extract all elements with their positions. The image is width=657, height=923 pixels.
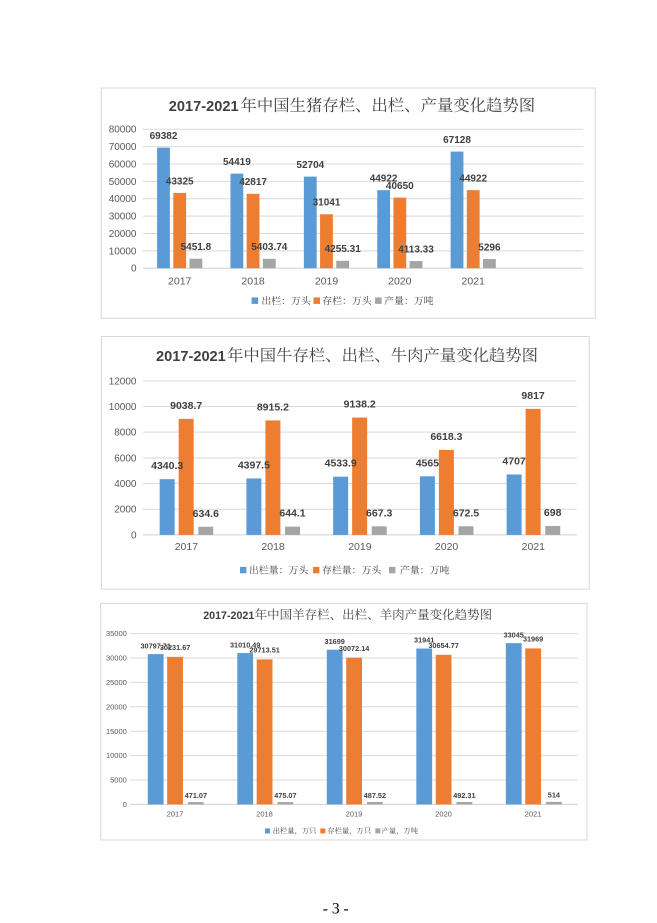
- svg-text:2018: 2018: [241, 276, 265, 288]
- svg-text:2019: 2019: [346, 810, 363, 819]
- svg-text:20000: 20000: [106, 702, 127, 711]
- svg-text:492.31: 492.31: [453, 791, 475, 800]
- svg-text:5296: 5296: [478, 242, 501, 253]
- svg-text:30072.14: 30072.14: [339, 644, 370, 653]
- svg-text:2021: 2021: [525, 810, 542, 819]
- svg-text:0: 0: [131, 530, 137, 541]
- svg-text:80000: 80000: [109, 125, 137, 136]
- svg-text:2017-2021: 2017-2021: [203, 610, 254, 622]
- svg-text:20000: 20000: [109, 229, 137, 240]
- svg-text:15000: 15000: [106, 727, 127, 736]
- svg-text:10000: 10000: [106, 751, 127, 760]
- svg-text:4113.33: 4113.33: [398, 245, 434, 256]
- svg-text:2019: 2019: [315, 276, 339, 288]
- svg-text:487.52: 487.52: [364, 791, 386, 800]
- svg-text:475.07: 475.07: [274, 791, 296, 800]
- svg-text:29713.51: 29713.51: [249, 646, 279, 655]
- svg-text:6000: 6000: [114, 453, 137, 464]
- svg-text:9817: 9817: [521, 390, 545, 402]
- svg-text:4565: 4565: [416, 457, 440, 469]
- svg-text:514: 514: [548, 791, 561, 800]
- svg-text:6618.3: 6618.3: [430, 431, 462, 443]
- svg-text:4340.3: 4340.3: [151, 460, 183, 472]
- svg-text:67128: 67128: [443, 135, 471, 146]
- svg-text:9138.2: 9138.2: [344, 399, 376, 411]
- svg-text:698: 698: [544, 507, 562, 519]
- svg-text:54419: 54419: [223, 157, 251, 168]
- svg-text:9038.7: 9038.7: [170, 400, 202, 412]
- svg-text:33045: 33045: [504, 630, 524, 639]
- svg-text:2018: 2018: [261, 541, 285, 553]
- svg-text:471.07: 471.07: [185, 791, 207, 800]
- svg-text:2017: 2017: [168, 276, 192, 288]
- svg-text:4397.5: 4397.5: [238, 459, 270, 471]
- svg-text:2017-2021: 2017-2021: [169, 99, 239, 115]
- svg-text:0: 0: [123, 800, 127, 809]
- svg-text:2017: 2017: [175, 541, 199, 553]
- svg-text:31041: 31041: [313, 198, 341, 209]
- svg-text:5403.74: 5403.74: [251, 242, 288, 253]
- svg-text:30231.67: 30231.67: [160, 643, 190, 652]
- svg-text:644.1: 644.1: [279, 508, 305, 520]
- svg-text:31699: 31699: [325, 637, 345, 646]
- svg-text:634.6: 634.6: [193, 508, 219, 520]
- svg-text:30000: 30000: [109, 212, 137, 223]
- svg-text:2021: 2021: [522, 541, 546, 553]
- svg-text:69382: 69382: [150, 131, 178, 142]
- svg-text:30654.77: 30654.77: [428, 641, 458, 650]
- svg-text:4533.9: 4533.9: [325, 458, 357, 470]
- svg-text:5000: 5000: [110, 776, 127, 785]
- svg-text:2017-2021: 2017-2021: [156, 349, 226, 365]
- svg-text:31969: 31969: [523, 635, 543, 644]
- svg-text:672.5: 672.5: [453, 507, 479, 519]
- svg-text:31010.49: 31010.49: [230, 640, 260, 649]
- svg-text:2020: 2020: [388, 276, 412, 288]
- svg-text:2020: 2020: [435, 541, 459, 553]
- svg-text:50000: 50000: [109, 177, 137, 188]
- svg-text:35000: 35000: [106, 629, 127, 638]
- svg-text:43325: 43325: [166, 176, 194, 187]
- svg-text:30797.71: 30797.71: [140, 641, 170, 650]
- svg-text:10000: 10000: [109, 246, 137, 257]
- svg-text:2017: 2017: [167, 810, 184, 819]
- svg-text:25000: 25000: [106, 678, 127, 687]
- svg-text:60000: 60000: [109, 159, 137, 170]
- svg-text:4707: 4707: [502, 456, 526, 468]
- svg-text:52704: 52704: [296, 160, 324, 171]
- svg-text:4255.31: 4255.31: [325, 244, 362, 255]
- svg-text:0: 0: [131, 264, 137, 275]
- svg-text:44922: 44922: [459, 174, 487, 185]
- svg-text:12000: 12000: [109, 376, 137, 387]
- svg-text:10000: 10000: [109, 402, 137, 413]
- svg-text:5451.8: 5451.8: [181, 242, 212, 253]
- svg-text:31941: 31941: [414, 636, 434, 645]
- svg-text:667.3: 667.3: [366, 507, 392, 519]
- svg-text:2019: 2019: [348, 541, 372, 553]
- svg-text:8915.2: 8915.2: [257, 401, 289, 413]
- svg-text:2000: 2000: [114, 505, 137, 516]
- svg-text:30000: 30000: [106, 654, 127, 663]
- svg-text:70000: 70000: [109, 142, 137, 153]
- svg-text:40650: 40650: [386, 181, 414, 192]
- svg-text:42817: 42817: [239, 177, 267, 188]
- svg-text:8000: 8000: [114, 428, 137, 439]
- svg-text:2018: 2018: [256, 810, 273, 819]
- svg-text:40000: 40000: [109, 194, 137, 205]
- svg-text:4000: 4000: [114, 479, 137, 490]
- svg-text:2021: 2021: [462, 276, 486, 288]
- svg-text:- 3 -: - 3 -: [323, 901, 349, 918]
- svg-text:44922: 44922: [370, 174, 398, 185]
- svg-text:2020: 2020: [435, 810, 452, 819]
